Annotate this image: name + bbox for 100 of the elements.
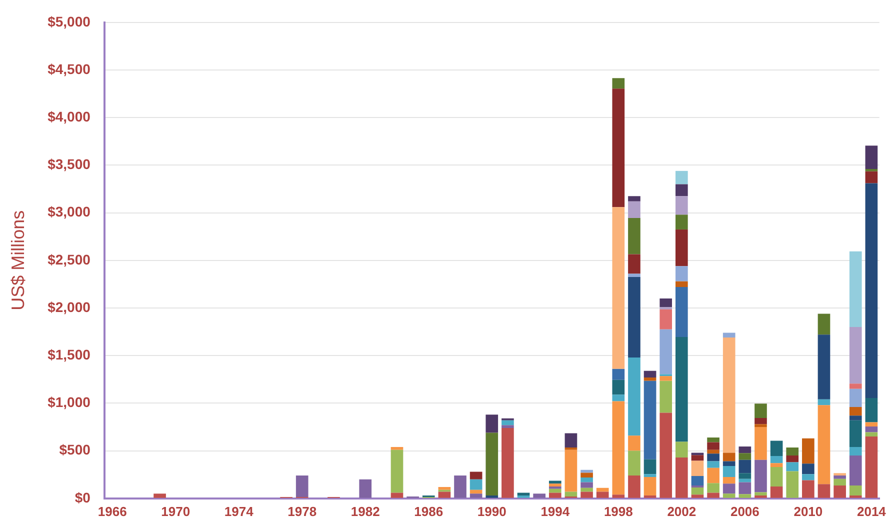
bar — [517, 492, 530, 496]
x-tick-label: 1982 — [350, 504, 380, 519]
bar — [580, 472, 593, 478]
x-tick-label: 2010 — [794, 504, 823, 519]
bar — [707, 450, 720, 454]
bar — [390, 446, 404, 450]
bar — [628, 436, 640, 451]
bar — [675, 281, 688, 288]
bar — [675, 442, 688, 458]
bar — [865, 422, 878, 427]
y-tick-label: $500 — [59, 442, 91, 458]
bar — [707, 492, 720, 498]
bar — [722, 338, 736, 453]
bar — [707, 454, 720, 462]
bar — [834, 478, 846, 486]
bar — [154, 494, 166, 498]
y-tick-label: $1,500 — [48, 346, 91, 362]
x-tick-label: 2002 — [667, 504, 696, 519]
bar — [644, 380, 656, 460]
bar — [486, 432, 498, 496]
bar — [722, 466, 736, 477]
bar — [834, 473, 846, 476]
bar — [612, 207, 625, 369]
bar — [834, 486, 846, 498]
bar — [770, 440, 783, 456]
bar — [580, 477, 593, 482]
bar — [628, 201, 640, 218]
bar — [612, 368, 625, 380]
bar — [675, 287, 688, 338]
x-tick-label: 1974 — [224, 504, 254, 519]
bar — [675, 214, 688, 230]
bar — [818, 314, 830, 335]
bar — [722, 494, 736, 498]
x-tick-label: 1970 — [161, 504, 190, 519]
bar — [849, 407, 862, 416]
bar — [707, 442, 720, 450]
bar — [707, 461, 720, 468]
bar — [564, 447, 578, 450]
bar — [580, 488, 593, 492]
bar — [612, 401, 625, 495]
bar — [786, 471, 799, 498]
y-tick-label: $2,000 — [48, 298, 91, 315]
y-tick-label: $2,500 — [48, 251, 91, 268]
bar — [802, 480, 814, 498]
bar — [612, 88, 625, 208]
bar — [754, 424, 767, 427]
bar — [548, 492, 562, 498]
bar — [865, 171, 878, 184]
bar — [644, 377, 656, 381]
bar — [802, 464, 814, 474]
bar — [691, 460, 704, 476]
bar — [738, 446, 752, 454]
bar — [660, 309, 672, 330]
bar — [438, 492, 451, 498]
bar — [754, 492, 767, 496]
bar — [660, 412, 672, 498]
bar — [628, 196, 640, 202]
bar — [660, 298, 672, 308]
bar — [644, 370, 656, 378]
bar — [707, 468, 720, 484]
bar — [834, 476, 846, 479]
bar — [612, 394, 625, 402]
bar — [849, 416, 862, 420]
bar — [470, 472, 482, 480]
bar — [738, 482, 752, 494]
bar — [818, 405, 830, 484]
y-tick-label: $5,000 — [48, 13, 91, 30]
bar — [390, 450, 404, 493]
bar — [738, 473, 752, 479]
x-tick-label: 2014 — [856, 504, 887, 519]
bar — [722, 461, 736, 466]
bar — [691, 487, 704, 495]
x-tick-label: 1990 — [477, 504, 506, 519]
bar — [865, 432, 878, 437]
bar — [628, 274, 640, 278]
x-tick-label: 1966 — [98, 504, 127, 519]
bar — [754, 418, 767, 424]
bar — [675, 229, 688, 266]
bar — [628, 218, 640, 254]
bar — [707, 483, 720, 493]
bar — [722, 476, 736, 484]
bar — [564, 450, 578, 492]
bar — [628, 254, 640, 274]
bar — [628, 277, 640, 358]
bar — [486, 414, 498, 433]
bar — [849, 251, 862, 328]
bar — [691, 476, 704, 486]
bar — [818, 334, 830, 400]
bar — [865, 436, 878, 498]
bar — [660, 380, 672, 413]
x-tick-label: 1978 — [288, 504, 317, 519]
bar — [754, 427, 767, 460]
x-tick-label: 1994 — [540, 504, 570, 519]
bar — [628, 476, 640, 498]
bar — [770, 466, 783, 486]
bar — [865, 183, 878, 398]
bar — [818, 484, 830, 498]
bar — [722, 332, 736, 338]
bar — [849, 446, 862, 456]
bar — [786, 456, 799, 462]
